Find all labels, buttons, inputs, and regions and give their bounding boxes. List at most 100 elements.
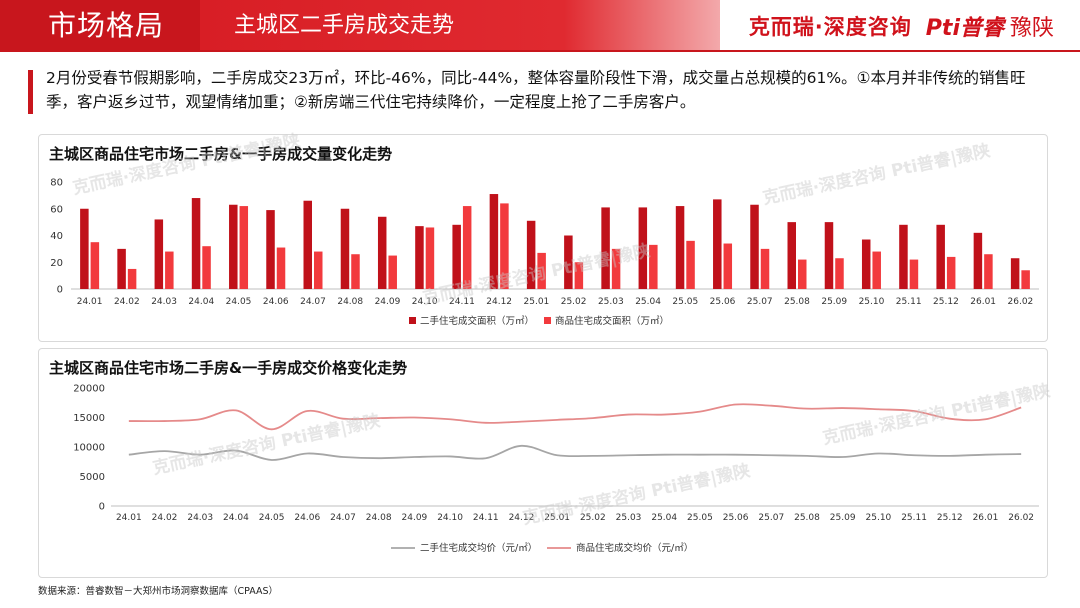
x-tick-label: 24.07 xyxy=(330,513,356,523)
x-tick-label: 25.04 xyxy=(651,513,677,523)
x-tick-label: 25.11 xyxy=(896,297,922,307)
x-tick-label: 25.03 xyxy=(598,297,624,307)
y-tick-label: 10000 xyxy=(73,443,105,454)
x-tick-label: 25.10 xyxy=(866,513,892,523)
bar-second-hand-24.03 xyxy=(154,219,164,289)
x-tick-label: 24.05 xyxy=(226,297,252,307)
x-tick-label: 25.05 xyxy=(672,297,698,307)
header-bar: 市场格局 主城区二手房成交走势 克而瑞·深度咨询 Pti普睿 豫陕 xyxy=(0,0,1080,52)
bar-second-hand-24.02 xyxy=(117,248,126,289)
x-tick-label: 24.11 xyxy=(473,513,499,523)
legend-label-new-home: 商品住宅成交面积（万㎡） xyxy=(555,315,669,327)
x-tick-label: 24.12 xyxy=(509,513,535,523)
volume-bar-chart: 0 20 40 60 80 24.01 24.02 24.03 24.04 24.05 24.06 2… xyxy=(50,178,1039,327)
bar-second-hand-25.07 xyxy=(750,204,759,289)
bar-new-home-25.03 xyxy=(611,248,621,289)
bar-new-home-25.08 xyxy=(798,259,807,289)
x-tick-label: 24.02 xyxy=(114,297,140,307)
bar-second-hand-25.11 xyxy=(899,224,908,289)
y-tick-label: 15000 xyxy=(73,413,105,424)
legend-label-second-hand: 二手住宅成交面积（万㎡） xyxy=(420,315,534,327)
brand-logos: 克而瑞·深度咨询 Pti普睿 豫陕 xyxy=(749,8,1054,44)
summary-accent xyxy=(28,70,33,114)
bar-second-hand-24.10 xyxy=(415,226,424,289)
legend-label-new-home: 商品住宅成交均价（元/㎡） xyxy=(576,542,693,554)
x-tick-label: 25.07 xyxy=(747,297,773,307)
bar-second-hand-25.01 xyxy=(526,220,536,289)
bar-new-home-24.12 xyxy=(500,203,509,289)
legend-swatch-second-hand xyxy=(409,317,416,324)
x-tick-label: 25.07 xyxy=(758,513,784,523)
x-tick-label: 25.01 xyxy=(524,297,550,307)
x-tick-label: 25.04 xyxy=(635,297,661,307)
x-tick-label: 24.07 xyxy=(300,297,326,307)
x-tick-label: 25.06 xyxy=(723,513,749,523)
summary-text: 2月份受春节假期影响，二手房成交23万㎡，环比-46%，同比-44%，整体容量阶… xyxy=(46,69,1026,111)
x-tick-label: 26.01 xyxy=(970,297,996,307)
x-tick-label: 24.12 xyxy=(486,297,512,307)
x-tick-label: 26.01 xyxy=(973,513,999,523)
line-new-home-price xyxy=(128,403,1022,431)
bar-second-hand-25.04 xyxy=(638,207,648,289)
x-tick-label: 24.09 xyxy=(375,297,401,307)
section-title: 市场格局 xyxy=(0,0,200,52)
x-tick-label: 25.08 xyxy=(794,513,820,523)
bar-new-home-25.05 xyxy=(686,240,695,289)
volume-chart-title: 主城区商品住宅市场二手房&一手房成交量变化走势 xyxy=(49,145,393,163)
bar-new-home-24.04 xyxy=(202,246,211,289)
brand-logo-puri: Pti普睿 xyxy=(925,16,1004,41)
bar-new-home-24.03 xyxy=(165,251,174,289)
bar-new-home-25.10 xyxy=(872,251,881,289)
y-tick-label: 0 xyxy=(57,285,63,296)
x-tick-label: 25.10 xyxy=(859,297,885,307)
price-chart-panel: 主城区商品住宅市场二手房&一手房成交价格变化走势 0 5000 10000 15000… xyxy=(38,348,1048,578)
x-tick-label: 25.06 xyxy=(710,297,736,307)
x-tick-label: 25.01 xyxy=(544,513,570,523)
x-tick-label: 24.03 xyxy=(151,297,177,307)
x-tick-label: 25.02 xyxy=(561,297,587,307)
y-tick-label: 5000 xyxy=(80,472,105,483)
bar-new-home-24.10 xyxy=(425,227,435,289)
bar-new-home-25.04 xyxy=(649,244,658,289)
price-chart-title: 主城区商品住宅市场二手房&一手房成交价格变化走势 xyxy=(49,359,408,377)
bar-new-home-24.05 xyxy=(239,206,249,289)
x-tick-label: 25.09 xyxy=(821,297,847,307)
x-tick-label: 24.10 xyxy=(437,513,463,523)
bar-new-home-26.01 xyxy=(984,254,993,289)
y-tick-label: 20 xyxy=(50,258,63,269)
bar-second-hand-24.12 xyxy=(489,194,499,289)
y-tick-label: 80 xyxy=(50,178,63,189)
x-tick-label: 24.01 xyxy=(116,513,142,523)
x-tick-label: 25.02 xyxy=(580,513,606,523)
x-tick-label: 24.04 xyxy=(223,513,249,523)
brand-logo-yushan: 豫陕 xyxy=(1009,16,1054,41)
legend-swatch-new-home xyxy=(544,317,551,324)
bar-second-hand-26.01 xyxy=(973,232,983,289)
data-source: 数据来源：普睿数智－大郑州市场洞察数据库（CPAAS） xyxy=(38,586,279,597)
bar-new-home-25.07 xyxy=(760,248,770,289)
bar-new-home-24.01 xyxy=(90,242,100,289)
page-title: 主城区二手房成交走势 xyxy=(200,0,720,52)
bar-second-hand-25.06 xyxy=(713,199,722,289)
bar-new-home-24.02 xyxy=(127,268,137,289)
bar-new-home-25.06 xyxy=(723,243,733,289)
bar-second-hand-24.06 xyxy=(266,210,275,289)
bar-second-hand-24.05 xyxy=(229,204,238,289)
x-tick-label: 24.10 xyxy=(412,297,438,307)
x-tick-label: 24.06 xyxy=(294,513,320,523)
bar-second-hand-26.02 xyxy=(1010,258,1020,289)
bar-second-hand-24.09 xyxy=(377,216,387,289)
x-tick-label: 24.03 xyxy=(187,513,213,523)
x-tick-label: 24.04 xyxy=(188,297,214,307)
bar-second-hand-25.03 xyxy=(601,207,610,289)
x-tick-label: 24.02 xyxy=(152,513,178,523)
x-tick-label: 24.08 xyxy=(337,297,363,307)
bar-new-home-24.11 xyxy=(462,206,472,289)
bar-new-home-26.02 xyxy=(1021,270,1030,289)
volume-chart-panel: 主城区商品住宅市场二手房&一手房成交量变化走势 0 20 40 60 80 24.01 24… xyxy=(38,134,1048,342)
x-tick-label: 24.11 xyxy=(449,297,475,307)
header-divider xyxy=(0,50,1080,52)
x-tick-label: 24.08 xyxy=(366,513,392,523)
bar-second-hand-25.09 xyxy=(824,222,834,289)
line-second-hand-price xyxy=(128,444,1022,461)
